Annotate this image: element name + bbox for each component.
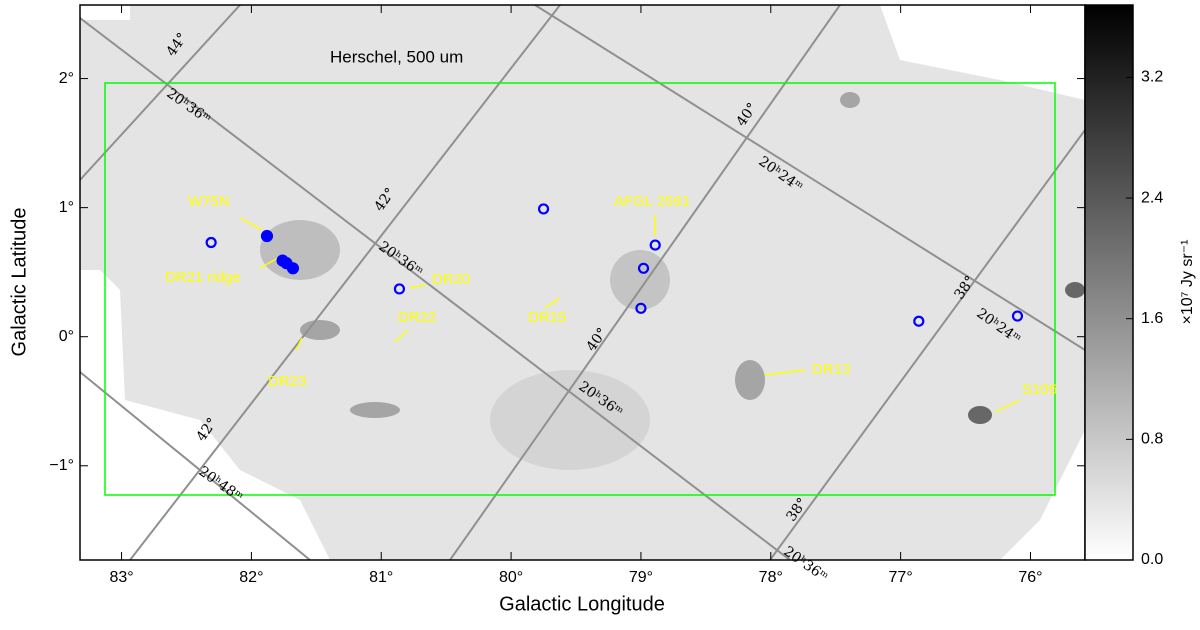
y-tick-label: 1° — [59, 199, 74, 216]
colorbar — [1084, 4, 1134, 561]
annotation: DR21 ridge — [165, 269, 241, 286]
source-marker — [1011, 310, 1024, 322]
annotation: S106 — [1022, 381, 1057, 398]
x-tick-label: 81° — [369, 569, 393, 586]
annotation: DR15 — [528, 309, 566, 326]
sky-image — [80, 5, 1085, 560]
region-box — [104, 82, 1056, 496]
source-marker — [635, 302, 647, 314]
annotation: DR13 — [812, 361, 850, 378]
source-marker — [286, 262, 300, 275]
source-marker — [260, 229, 274, 243]
y-axis-label: Galactic Latitude — [8, 208, 30, 357]
annotation: DR23 — [268, 373, 306, 390]
y-tick-label: 0° — [59, 328, 74, 345]
y-tick-label: −1° — [49, 457, 74, 474]
annotation: DR22 — [398, 309, 436, 326]
annotation: AFGL 2591 — [614, 193, 690, 210]
source-marker — [205, 236, 217, 249]
y-tick-label: 2° — [59, 70, 74, 87]
x-tick-label: 83° — [109, 569, 133, 586]
source-marker — [649, 239, 661, 251]
x-tick-label: 82° — [239, 569, 263, 586]
annotation: DR20 — [432, 271, 470, 288]
colorbar-label: ×10⁷ Jy sr⁻¹ — [1179, 240, 1196, 325]
source-marker — [637, 262, 650, 274]
x-tick-label: 79° — [629, 569, 653, 586]
colorbar-tick-label: 0.8 — [1141, 431, 1163, 448]
source-marker — [913, 315, 925, 327]
annotation: W75N — [188, 193, 230, 210]
colorbar-tick-label: 1.6 — [1141, 310, 1163, 327]
source-marker — [393, 283, 406, 295]
colorbar-tick-label: 2.4 — [1141, 189, 1163, 206]
x-tick-label: 80° — [499, 569, 523, 586]
colorbar-tick-label: 3.2 — [1141, 69, 1163, 86]
chart-title: Herschel, 500 um — [330, 47, 463, 66]
x-tick-label: 78° — [759, 569, 783, 586]
colorbar-tick-label: 0.0 — [1141, 551, 1163, 568]
x-axis-label: Galactic Longitude — [499, 593, 665, 615]
source-marker — [537, 203, 550, 215]
x-tick-label: 76° — [1018, 569, 1042, 586]
x-tick-label: 77° — [889, 569, 913, 586]
